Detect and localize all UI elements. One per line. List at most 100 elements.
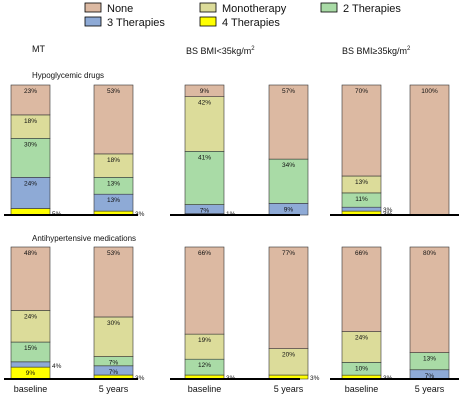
bar-segment-none — [93, 246, 134, 318]
bar-5-years: 3% 7% 7% 30% 53% 5 years — [93, 246, 145, 394]
data-label-3-therapies: 7% — [109, 369, 119, 376]
category-label-baseline: baseline — [14, 384, 48, 394]
panel-1-0: 9% 4% 15% 24% 48% baseline 3% 7% 7% 30% 53% 5 years — [4, 246, 145, 394]
column-title-bs-low-bmi: BS BMI<35kg/m2 — [186, 46, 255, 56]
data-label-2-therapies: 30% — [24, 141, 37, 148]
bar-baseline: 3%3%11%13%70% — [341, 84, 393, 218]
data-label-2-therapies: 12% — [198, 362, 211, 369]
bar-segment-none — [10, 246, 51, 311]
data-label-none: 9% — [200, 88, 210, 95]
data-label-none: 70% — [355, 88, 368, 95]
bar-baseline: 1%7%41%42%9% — [184, 84, 236, 218]
category-label-5-years: 5 years — [415, 384, 445, 394]
data-label-none: 66% — [355, 250, 368, 257]
bar-segment-none — [409, 84, 450, 216]
data-label-monotherapy: 18% — [24, 118, 37, 125]
data-label-4-therapies: 9% — [26, 370, 36, 377]
bar-baseline: 9% 4% 15% 24% 48% baseline — [10, 246, 62, 394]
bar-segment-monotherapy — [184, 96, 225, 152]
bar-baseline: 3%12%19%66%baseline — [184, 246, 236, 394]
legend-swatch-4-therapies — [199, 16, 217, 27]
data-label-none: 53% — [107, 88, 120, 95]
legend-swatch-monotherapy — [199, 2, 217, 13]
data-label-3-therapies: 3% — [383, 207, 393, 214]
data-label-2-therapies: 10% — [355, 365, 368, 372]
bar-panels: 5%24%30%18%23%3%13%13%18%53%1%7%41%42%9%… — [4, 84, 459, 394]
data-label-2-therapies: 13% — [423, 356, 436, 363]
legend-label-4-therapies: 4 Therapies — [222, 17, 280, 29]
bar-segment-monotherapy — [184, 333, 225, 360]
bar-segment-monotherapy — [268, 348, 309, 376]
bar-segment-3-therapies — [10, 361, 51, 368]
data-label-2-therapies: 34% — [282, 162, 295, 169]
data-label-3-therapies: 4% — [52, 363, 62, 370]
legend-swatch-2-therapies — [320, 2, 338, 13]
data-label-2-therapies: 13% — [107, 180, 120, 187]
bar-segment-2-therapies — [268, 158, 309, 204]
bar-segment-monotherapy — [341, 331, 382, 363]
data-label-none: 53% — [107, 250, 120, 257]
legend-label-none: None — [107, 3, 133, 15]
data-label-4-therapies: 3% — [310, 375, 320, 382]
panel-0-2: 3%3%11%13%70%100% — [330, 84, 459, 218]
bar-segment-none — [341, 246, 382, 332]
bar-5-years: 7% 13% 80% 5 years — [409, 246, 450, 394]
data-label-monotherapy: 20% — [282, 352, 295, 359]
bar-segment-none — [268, 246, 309, 349]
data-label-monotherapy: 18% — [107, 157, 120, 164]
legend: None Monotherapy 2 Therapies 3 Therapies 4 T… — [84, 2, 401, 29]
column-title-mt: MT — [32, 44, 45, 54]
legend-label-3-therapies: 3 Therapies — [107, 17, 165, 29]
column-title-bs-high-bmi: BS BMI≥35kg/m2 — [342, 46, 411, 56]
bar-segment-monotherapy — [93, 316, 134, 357]
data-label-monotherapy: 13% — [355, 179, 368, 186]
data-label-none: 77% — [282, 250, 295, 257]
data-label-none: 57% — [282, 88, 295, 95]
data-label-monotherapy: 24% — [24, 313, 37, 320]
category-label-baseline: baseline — [345, 384, 379, 394]
legend-label-2-therapies: 2 Therapies — [343, 3, 401, 15]
panel-0-0: 5%24%30%18%23%3%13%13%18%53% — [4, 84, 145, 218]
bar-segment-none — [93, 84, 134, 155]
legend-swatch-3-therapies — [84, 16, 102, 27]
bar-segment-none — [341, 84, 382, 177]
bar-5-years: 9% 34% 57% — [268, 84, 309, 216]
data-label-2-therapies: 11% — [355, 196, 368, 203]
section-label-antihypertensive: Antihypertensive medications — [32, 234, 136, 243]
data-label-2-therapies: 41% — [198, 154, 211, 161]
data-label-3-therapies: 9% — [284, 206, 294, 213]
data-label-monotherapy: 19% — [198, 337, 211, 344]
data-label-none: 66% — [198, 250, 211, 257]
data-label-3-therapies: 13% — [107, 197, 120, 204]
data-label-3-therapies: 7% — [200, 208, 210, 215]
bar-segment-none — [268, 84, 309, 160]
category-label-5-years: 5 years — [274, 384, 304, 394]
section-label-hypoglycemic: Hypoglycemic drugs — [32, 71, 104, 80]
bar-segment-none — [184, 246, 225, 335]
bar-baseline: 5%24%30%18%23% — [10, 84, 62, 218]
panel-0-1: 1%7%41%42%9%9%34%57% — [170, 84, 309, 218]
bar-segment-monotherapy — [10, 310, 51, 343]
bar-segment-3-therapies — [341, 206, 382, 212]
data-label-monotherapy: 30% — [107, 320, 120, 327]
bar-segment-3-therapies — [10, 177, 51, 209]
bar-5-years: 100% — [409, 84, 450, 216]
data-label-none: 23% — [24, 88, 37, 95]
legend-label-monotherapy: Monotherapy — [222, 3, 287, 15]
bar-segment-none — [184, 84, 225, 97]
bar-5-years: 3% 20% 77% 5 years — [268, 246, 320, 394]
data-label-3-therapies: 7% — [425, 373, 435, 380]
data-label-3-therapies: 24% — [24, 180, 37, 187]
data-label-monotherapy: 42% — [198, 100, 211, 107]
data-label-none: 48% — [24, 250, 37, 257]
data-label-2-therapies: 7% — [109, 360, 119, 367]
data-label-none: 80% — [423, 250, 436, 257]
data-label-4-therapies: 3% — [135, 211, 145, 218]
bar-baseline: 3%10%24%66%baseline — [341, 246, 393, 394]
category-label-baseline: baseline — [188, 384, 222, 394]
bar-5-years: 3% 13% 13% 18% 53% — [93, 84, 145, 218]
data-label-4-therapies: 3% — [135, 375, 145, 382]
bar-segment-none — [10, 84, 51, 116]
